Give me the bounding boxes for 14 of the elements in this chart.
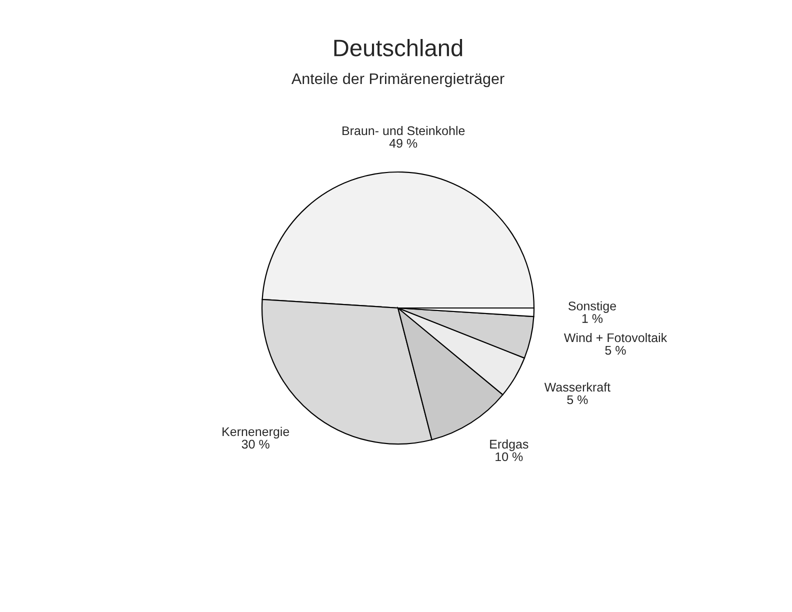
slice-label: Sonstige bbox=[568, 301, 616, 313]
data-label: 49 % bbox=[389, 138, 418, 148]
data-label: 5 % bbox=[605, 346, 626, 355]
data-label: 30 % bbox=[242, 440, 270, 449]
data-label: 1 % bbox=[582, 314, 603, 323]
data-label: 10 % bbox=[496, 452, 523, 462]
slice-label: Kernenergie bbox=[222, 426, 290, 439]
slice-label: Erdgas bbox=[490, 439, 528, 452]
slice-label: Wasserkraft bbox=[544, 382, 610, 392]
chart-title: Deutschland bbox=[334, 38, 462, 56]
data-label: 5 % bbox=[567, 395, 588, 404]
slice-label: Braun- und Steinkohle bbox=[342, 126, 465, 136]
chart-subtitle: Anteile der Primärenergieträger bbox=[291, 72, 504, 88]
slice-label: Wind + Fotovoltaik bbox=[564, 332, 668, 342]
